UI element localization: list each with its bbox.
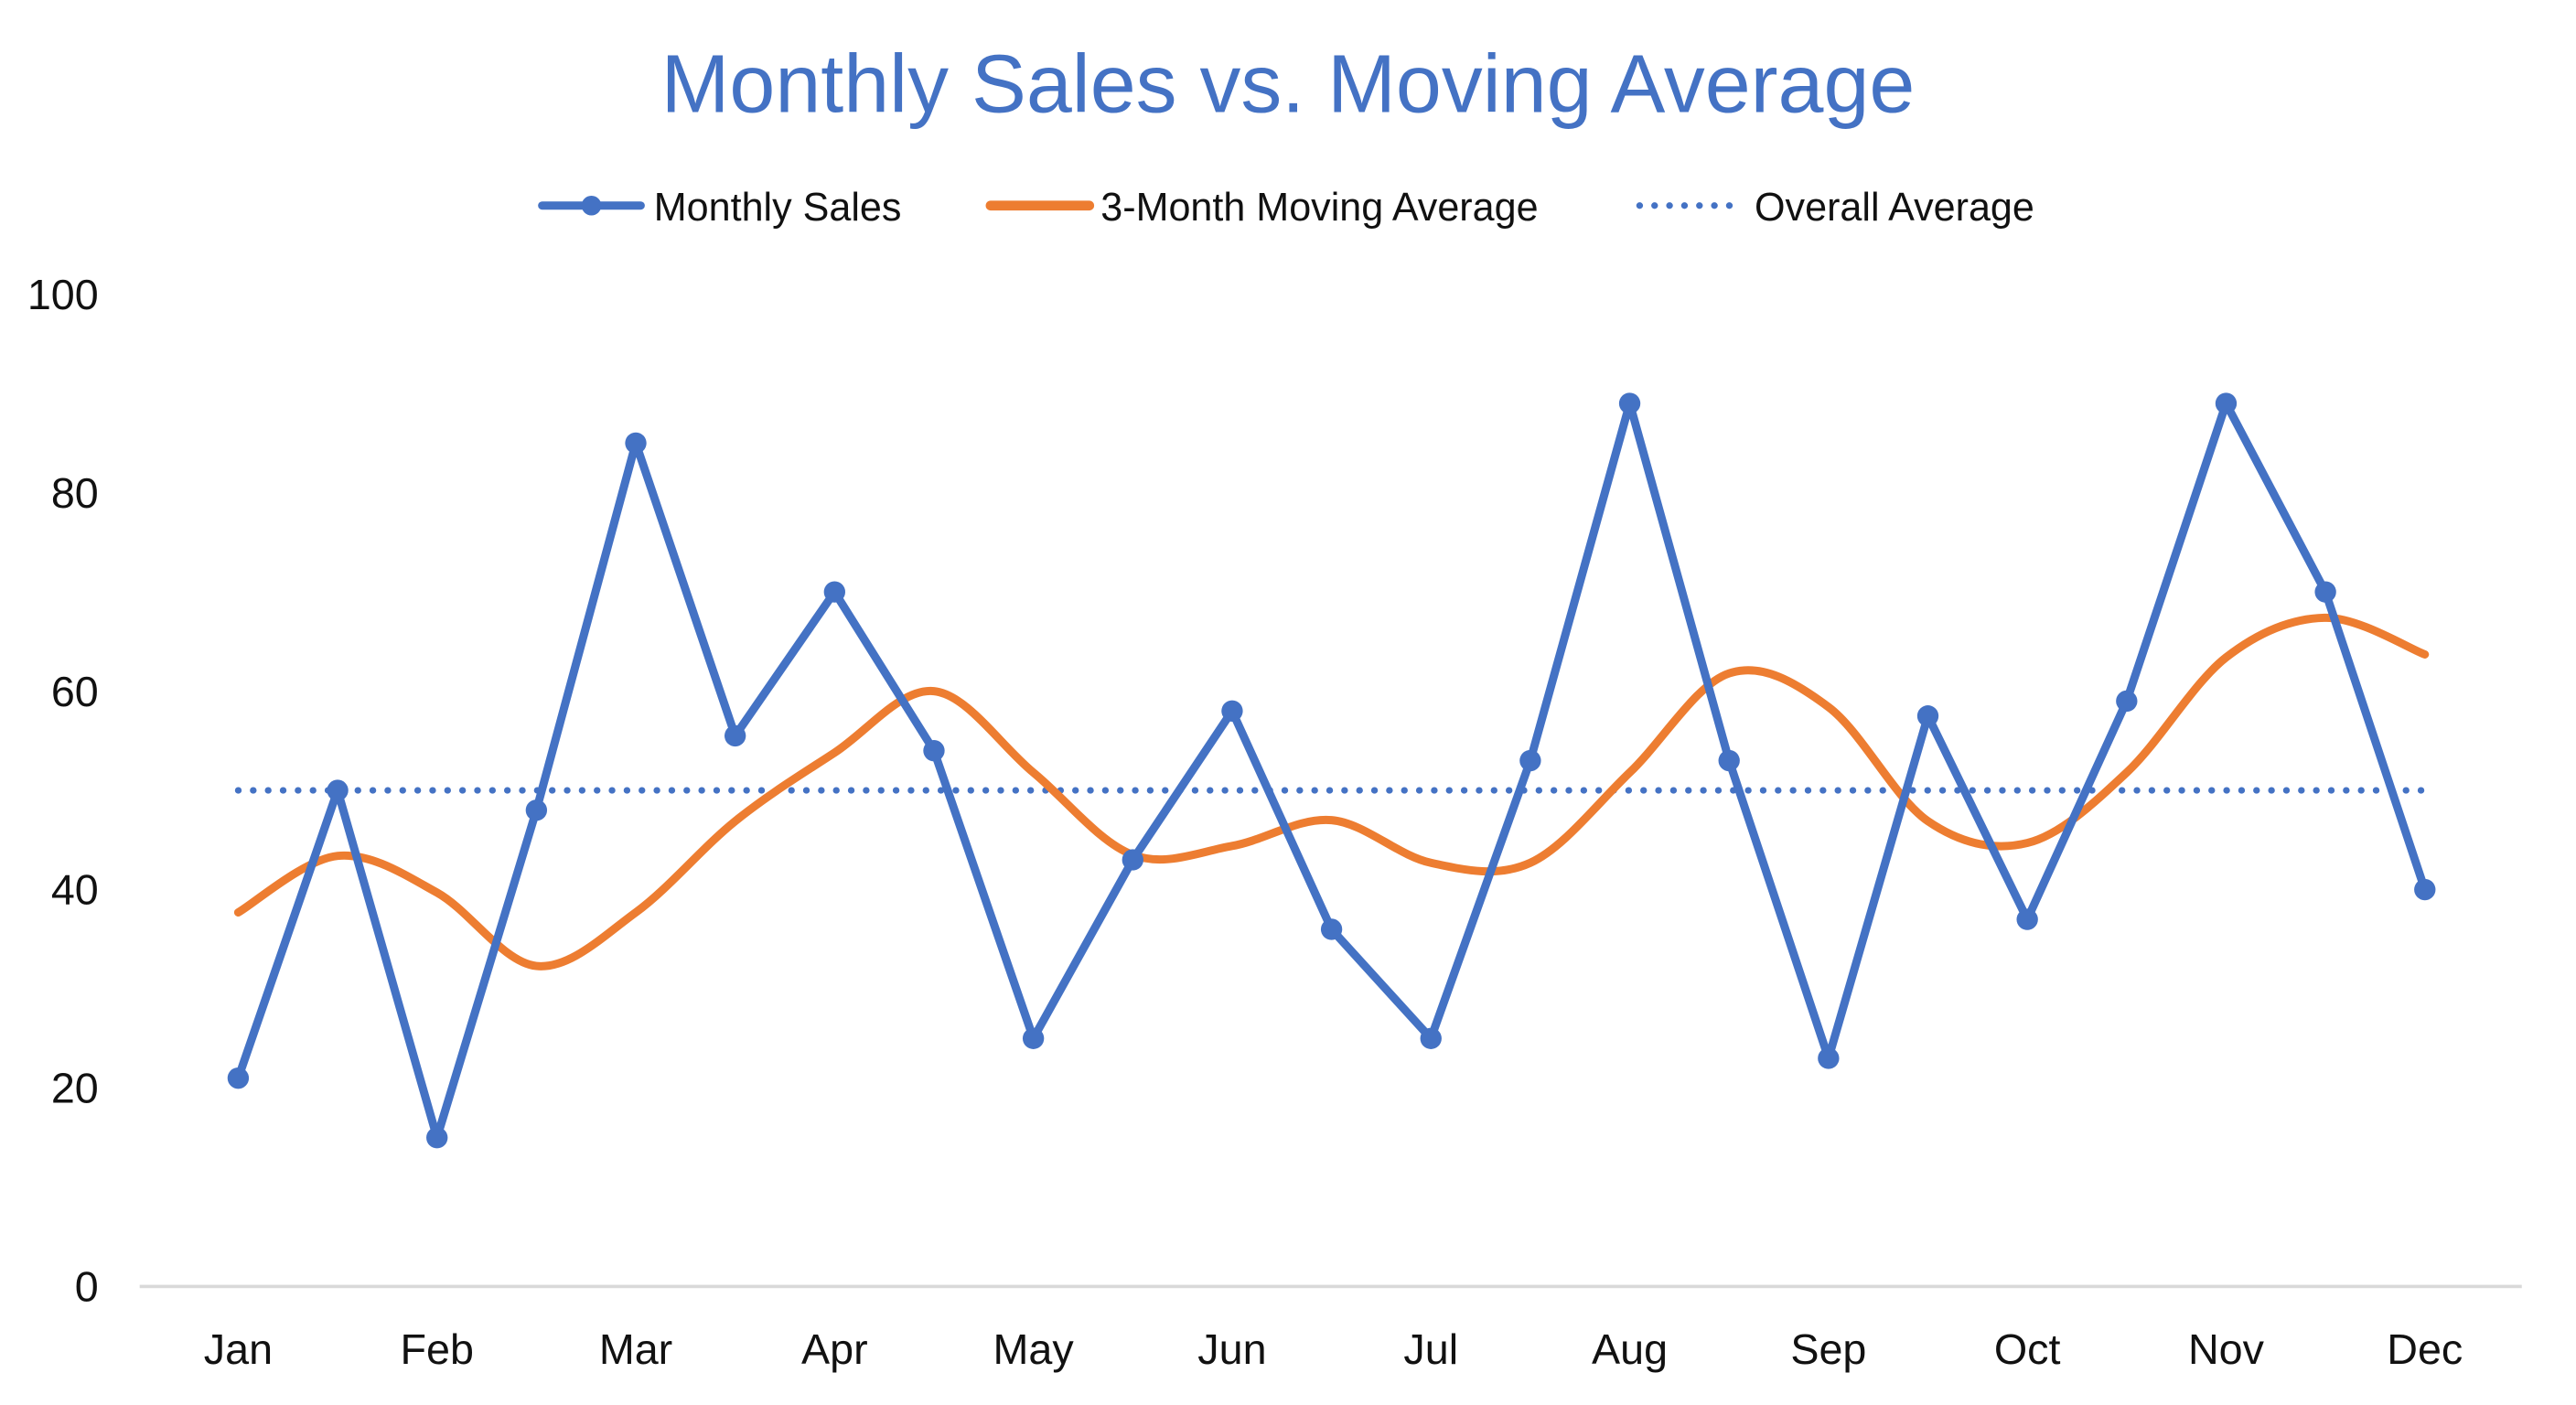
monthly-sales-point[interactable] [923,740,945,762]
monthly-sales-point[interactable] [625,432,647,455]
legend: Monthly Sales 3-Month Moving Average Ove… [538,186,2034,230]
x-tick-label: Aug [1592,1325,1668,1373]
monthly-sales-point[interactable] [1618,392,1641,414]
monthly-sales-point[interactable] [1221,700,1243,722]
y-tick-label: 60 [51,668,99,715]
monthly-sales-point[interactable] [2215,392,2238,414]
legend-item-monthly-sales[interactable]: Monthly Sales [538,186,902,230]
monthly-sales-point[interactable] [2314,581,2336,603]
y-tick-label: 20 [51,1065,99,1112]
x-tick-label: Jul [1403,1325,1458,1373]
monthly-sales-point[interactable] [1122,849,1143,871]
x-tick-label: Apr [801,1325,868,1373]
legend-label-monthly-sales: Monthly Sales [654,186,902,230]
x-tick-label: Jun [1197,1325,1266,1373]
monthly-sales-point[interactable] [2414,878,2436,901]
x-tick-label: Feb [400,1325,473,1373]
monthly-sales-point[interactable] [327,779,349,801]
x-tick-label: Mar [599,1325,672,1373]
legend-label-overall-average: Overall Average [1755,186,2034,230]
y-tick-label: 100 [27,271,99,318]
legend-item-overall-average[interactable]: Overall Average [1636,186,2034,230]
moving-average-line [233,613,2430,971]
monthly-sales-point[interactable] [1818,1047,1840,1069]
x-tick-label: Jan [204,1325,273,1373]
monthly-sales-point[interactable] [2016,908,2038,930]
x-tick-label: May [993,1325,1075,1373]
x-tick-label: Oct [1994,1325,2061,1373]
monthly-sales-point[interactable] [525,799,548,821]
legend-label-moving-average: 3-Month Moving Average [1100,186,1538,230]
monthly-sales-point[interactable] [823,581,845,603]
chart-title: Monthly Sales vs. Moving Average [661,38,1916,130]
y-axis: 0 20 40 60 80 100 [27,271,99,1311]
legend-item-moving-average[interactable]: 3-Month Moving Average [985,186,1539,230]
monthly-sales-point[interactable] [1022,1027,1045,1049]
x-tick-label: Nov [2188,1325,2265,1373]
x-tick-label: Dec [2387,1325,2463,1373]
plot-area [227,392,2436,1149]
monthly-sales-point[interactable] [724,724,746,747]
x-axis: Jan Feb Mar Apr May Jun Jul Aug Sep Oct Nov Dec [204,1325,2463,1373]
monthly-sales-point[interactable] [2116,690,2138,713]
monthly-sales-point[interactable] [1916,705,1939,727]
monthly-sales-point[interactable] [426,1127,448,1149]
monthly-sales-point[interactable] [1519,749,1541,772]
y-tick-label: 0 [75,1263,99,1311]
monthly-sales-point[interactable] [1320,918,1343,940]
monthly-sales-point[interactable] [227,1067,250,1089]
legend-marker-monthly-sales [581,195,602,216]
x-tick-label: Sep [1790,1325,1866,1373]
y-tick-label: 80 [51,469,99,517]
y-tick-label: 40 [51,866,99,914]
monthly-sales-point[interactable] [1420,1027,1442,1049]
monthly-sales-line [234,399,2430,1142]
monthly-sales-point[interactable] [1718,749,1740,772]
